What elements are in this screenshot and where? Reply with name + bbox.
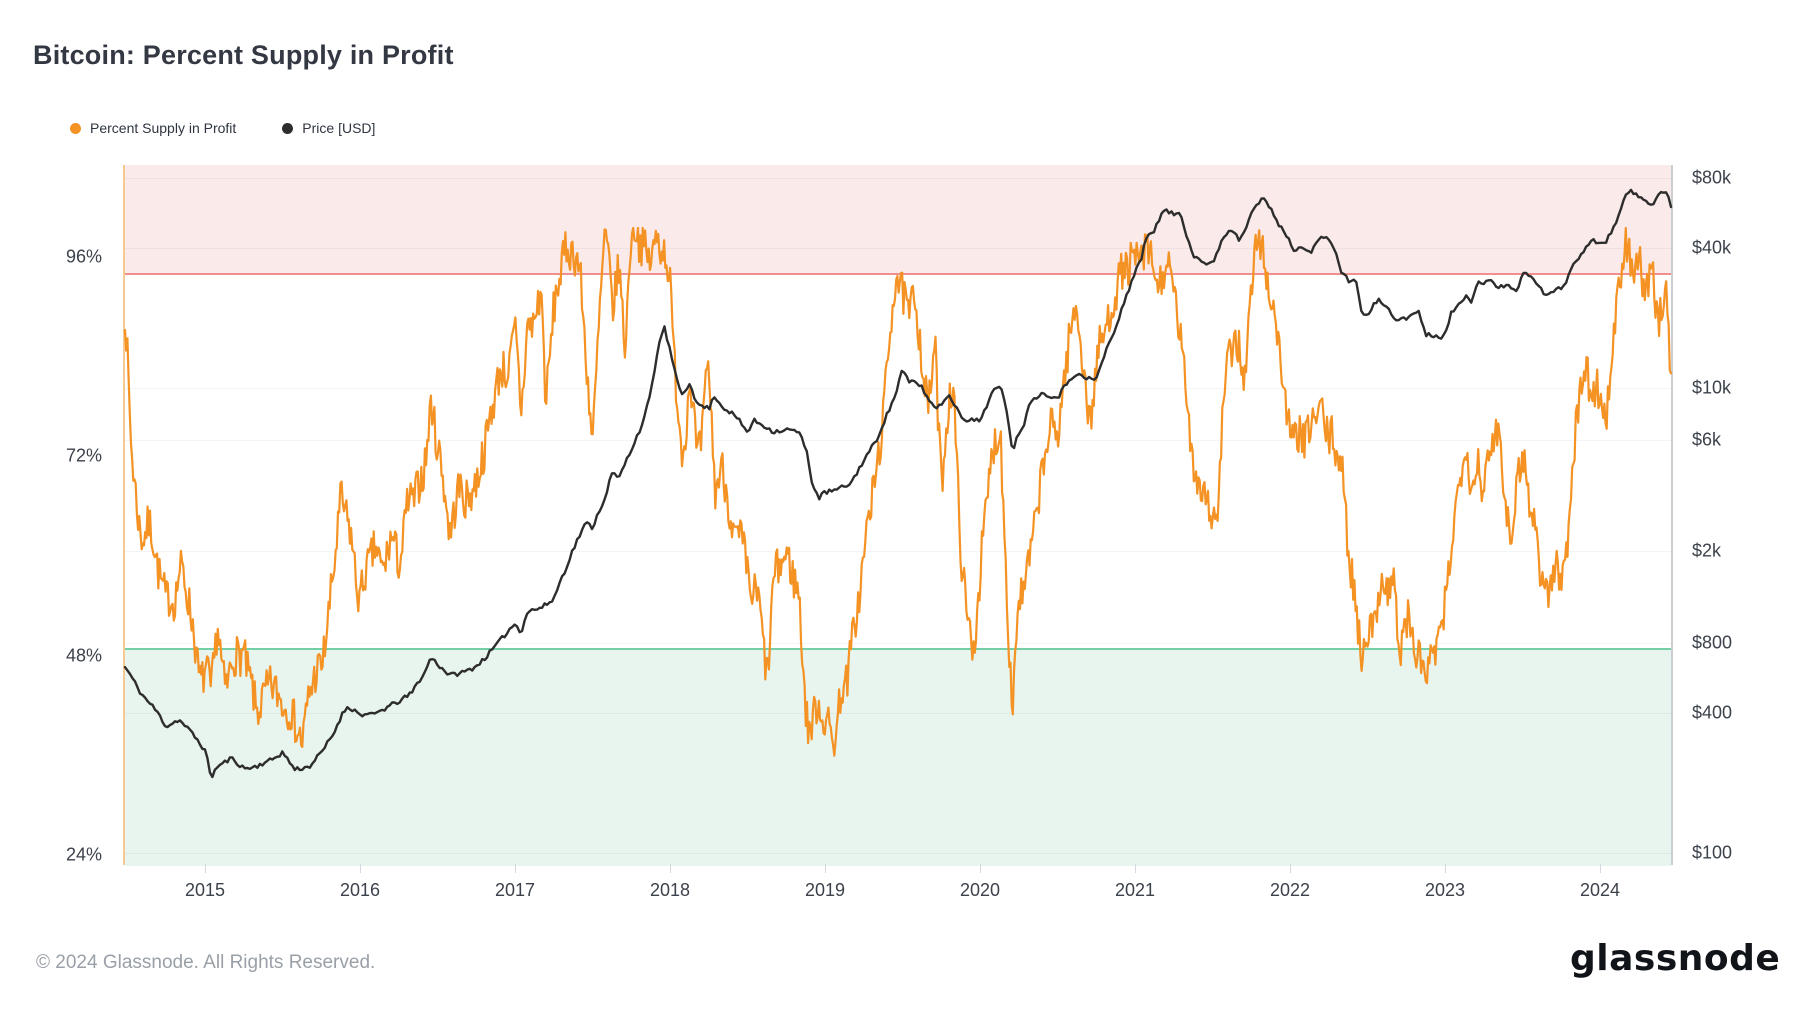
legend-label: Percent Supply in Profit [90, 120, 237, 136]
y-axis-right-tick-label: $800 [1692, 632, 1733, 653]
x-axis-tick-mark [1600, 864, 1601, 873]
grid-line [125, 439, 1671, 441]
grid-line [125, 713, 1671, 715]
y-axis-left-tick-label: 96% [65, 246, 102, 267]
legend-dot-percent-supply-icon [70, 122, 81, 134]
grid-line [125, 248, 1671, 249]
x-axis-tick-label: 2019 [804, 880, 846, 900]
page-title: Bitcoin: Percent Supply in Profit [33, 40, 454, 70]
x-axis-tick-label: 2021 [1114, 880, 1156, 900]
x-axis-tick-label: 2017 [494, 880, 536, 900]
y-axis-right-tick-label: $40k [1692, 237, 1732, 258]
y-axis-right-tick-label: $400 [1692, 702, 1733, 723]
x-axis-tick-mark [204, 864, 206, 873]
legend-label: Price [USD] [302, 120, 376, 136]
y-axis-right-tick-label: $2k [1692, 540, 1722, 560]
x-axis-tick-label: 2024 [1579, 880, 1621, 900]
chart-plot-area[interactable]: 96% 72% 48% 24% $80k $40k $10k $6k $2k $800 $400 $1… [66, 165, 1732, 900]
copyright-text: © 2024 Glassnode. All Rights Reserved. [36, 952, 376, 973]
x-axis-tick-label: 2022 [1269, 880, 1311, 900]
price-series-line [123, 188, 1673, 779]
y-axis-right-tick-label: $6k [1692, 429, 1722, 450]
percent-supply-series-line [123, 226, 1673, 757]
grid-line [125, 550, 1671, 552]
high-profit-zone [125, 165, 1671, 275]
x-axis-tick-mark [824, 864, 826, 873]
x-axis-tick-mark [669, 864, 671, 873]
y-axis-left-tick-label: 72% [65, 445, 102, 466]
low-profit-zone [125, 648, 1671, 866]
y-axis-left-tick-label: 24% [65, 844, 102, 865]
x-axis-tick-mark [359, 864, 361, 873]
x-axis-tick-mark [979, 864, 981, 873]
x-axis-tick-label: 2020 [959, 880, 1001, 900]
x-axis-tick-mark [1290, 864, 1291, 873]
x-axis-tick-label: 2015 [184, 880, 225, 900]
chart-legend: Percent Supply in Profit Price [USD] [70, 120, 375, 136]
grid-line [125, 178, 1671, 179]
y-axis-right-tick-label: $100 [1692, 842, 1733, 863]
glassnode-logo: glassnode [1570, 938, 1781, 979]
grid-line [125, 853, 1671, 855]
x-axis-tick-mark [1445, 864, 1446, 873]
y-axis-right-tick-label: $10k [1692, 377, 1732, 398]
y-axis-left-tick-label: 48% [65, 645, 102, 666]
y-axis-right-tick-label: $80k [1692, 167, 1732, 188]
x-axis-tick-label: 2018 [649, 880, 691, 900]
x-axis-tick-label: 2016 [339, 880, 381, 900]
grid-line [125, 643, 1671, 645]
x-axis-tick-mark [514, 864, 516, 873]
legend-item-percent-supply[interactable]: Percent Supply in Profit [70, 120, 236, 136]
x-axis-tick-label: 2023 [1424, 880, 1466, 900]
legend-item-price[interactable]: Price [USD] [282, 120, 375, 136]
legend-dot-price-icon [282, 122, 294, 134]
x-axis-tick-mark [1134, 864, 1136, 873]
